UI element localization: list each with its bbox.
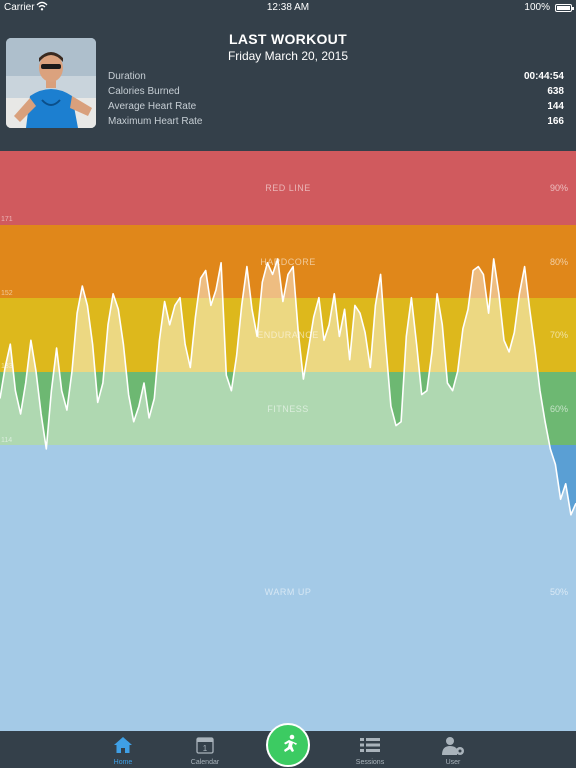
tab-sessions[interactable]: Sessions	[340, 731, 400, 768]
stat-label: Duration	[108, 71, 146, 82]
stat-calories: Calories Burned 638	[108, 86, 564, 101]
bpm-tick: 133	[1, 363, 13, 370]
bpm-tick: 152	[1, 290, 13, 297]
stat-value: 144	[547, 101, 564, 112]
status-bar: Carrier 12:38 AM 100%	[0, 0, 576, 16]
tab-label: User	[445, 759, 461, 766]
zone-percent: 80%	[549, 257, 568, 267]
calendar-icon: 1	[196, 737, 214, 754]
stat-value: 00:44:54	[523, 71, 564, 82]
heart-rate-chart: RED LINE 90% 171 HARDCORE 80% 152 ENDURA…	[0, 151, 576, 731]
stat-label: Calories Burned	[108, 86, 180, 97]
bpm-tick: 171	[1, 216, 13, 223]
zone-label: RED LINE	[265, 183, 311, 193]
stat-label: Average Heart Rate	[108, 101, 197, 112]
zone-label: FITNESS	[0, 404, 576, 414]
user-gear-icon	[442, 737, 464, 755]
tab-home[interactable]: Home	[93, 731, 153, 768]
heart-rate-line	[0, 258, 576, 516]
running-person-icon	[284, 734, 297, 752]
zone-label: ENDURANCE	[0, 330, 576, 340]
zone-label: WARM UP	[0, 587, 576, 597]
stat-label: Maximum Heart Rate	[108, 116, 203, 127]
tab-label: Home	[113, 759, 133, 766]
zone-red-line: RED LINE 90% 171	[0, 151, 576, 225]
tab-calendar[interactable]: 1 Calendar	[175, 731, 235, 768]
start-workout-button[interactable]	[266, 723, 310, 767]
tab-label: Sessions	[355, 759, 385, 766]
heart-rate-plot	[0, 258, 576, 731]
zone-percent: 50%	[550, 587, 568, 597]
zone-percent: 70%	[549, 330, 568, 340]
status-time: 12:38 AM	[266, 2, 310, 13]
tab-label: Calendar	[190, 759, 220, 766]
stat-value: 638	[547, 86, 564, 97]
battery-icon	[555, 4, 574, 12]
stat-value: 166	[547, 116, 564, 127]
bpm-tick: 114	[1, 437, 12, 444]
tab-user[interactable]: User	[423, 731, 483, 768]
stat-duration: Duration 00:44:54	[108, 71, 564, 86]
page-title: LAST WORKOUT	[229, 31, 347, 47]
stat-average-heart-rate: Average Heart Rate 144	[108, 101, 564, 116]
zone-percent: 90%	[549, 183, 568, 193]
zone-endurance: ENDURANCE 70% 133	[0, 298, 576, 372]
carrier-label: Carrier	[4, 2, 35, 13]
zone-percent: 60%	[549, 404, 568, 414]
zone-label: HARDCORE	[260, 257, 316, 267]
zone-fitness: FITNESS 60% 114	[0, 372, 576, 445]
battery-percent: 100%	[524, 2, 550, 13]
home-icon	[114, 737, 132, 753]
heart-rate-area	[0, 258, 576, 731]
list-icon	[360, 738, 380, 752]
workout-date: Friday March 20, 2015	[227, 49, 349, 63]
avatar[interactable]	[6, 38, 96, 128]
workout-summary-header: LAST WORKOUT Friday March 20, 2015 Durat…	[0, 16, 576, 151]
zone-hardcore: HARDCORE 80% 152	[0, 225, 576, 298]
calendar-badge: 1	[203, 744, 208, 753]
profile-photo	[6, 38, 96, 128]
stat-max-heart-rate: Maximum Heart Rate 166	[108, 116, 564, 131]
zone-warm-up: WARM UP 50%	[0, 445, 576, 731]
wifi-icon	[36, 1, 48, 11]
